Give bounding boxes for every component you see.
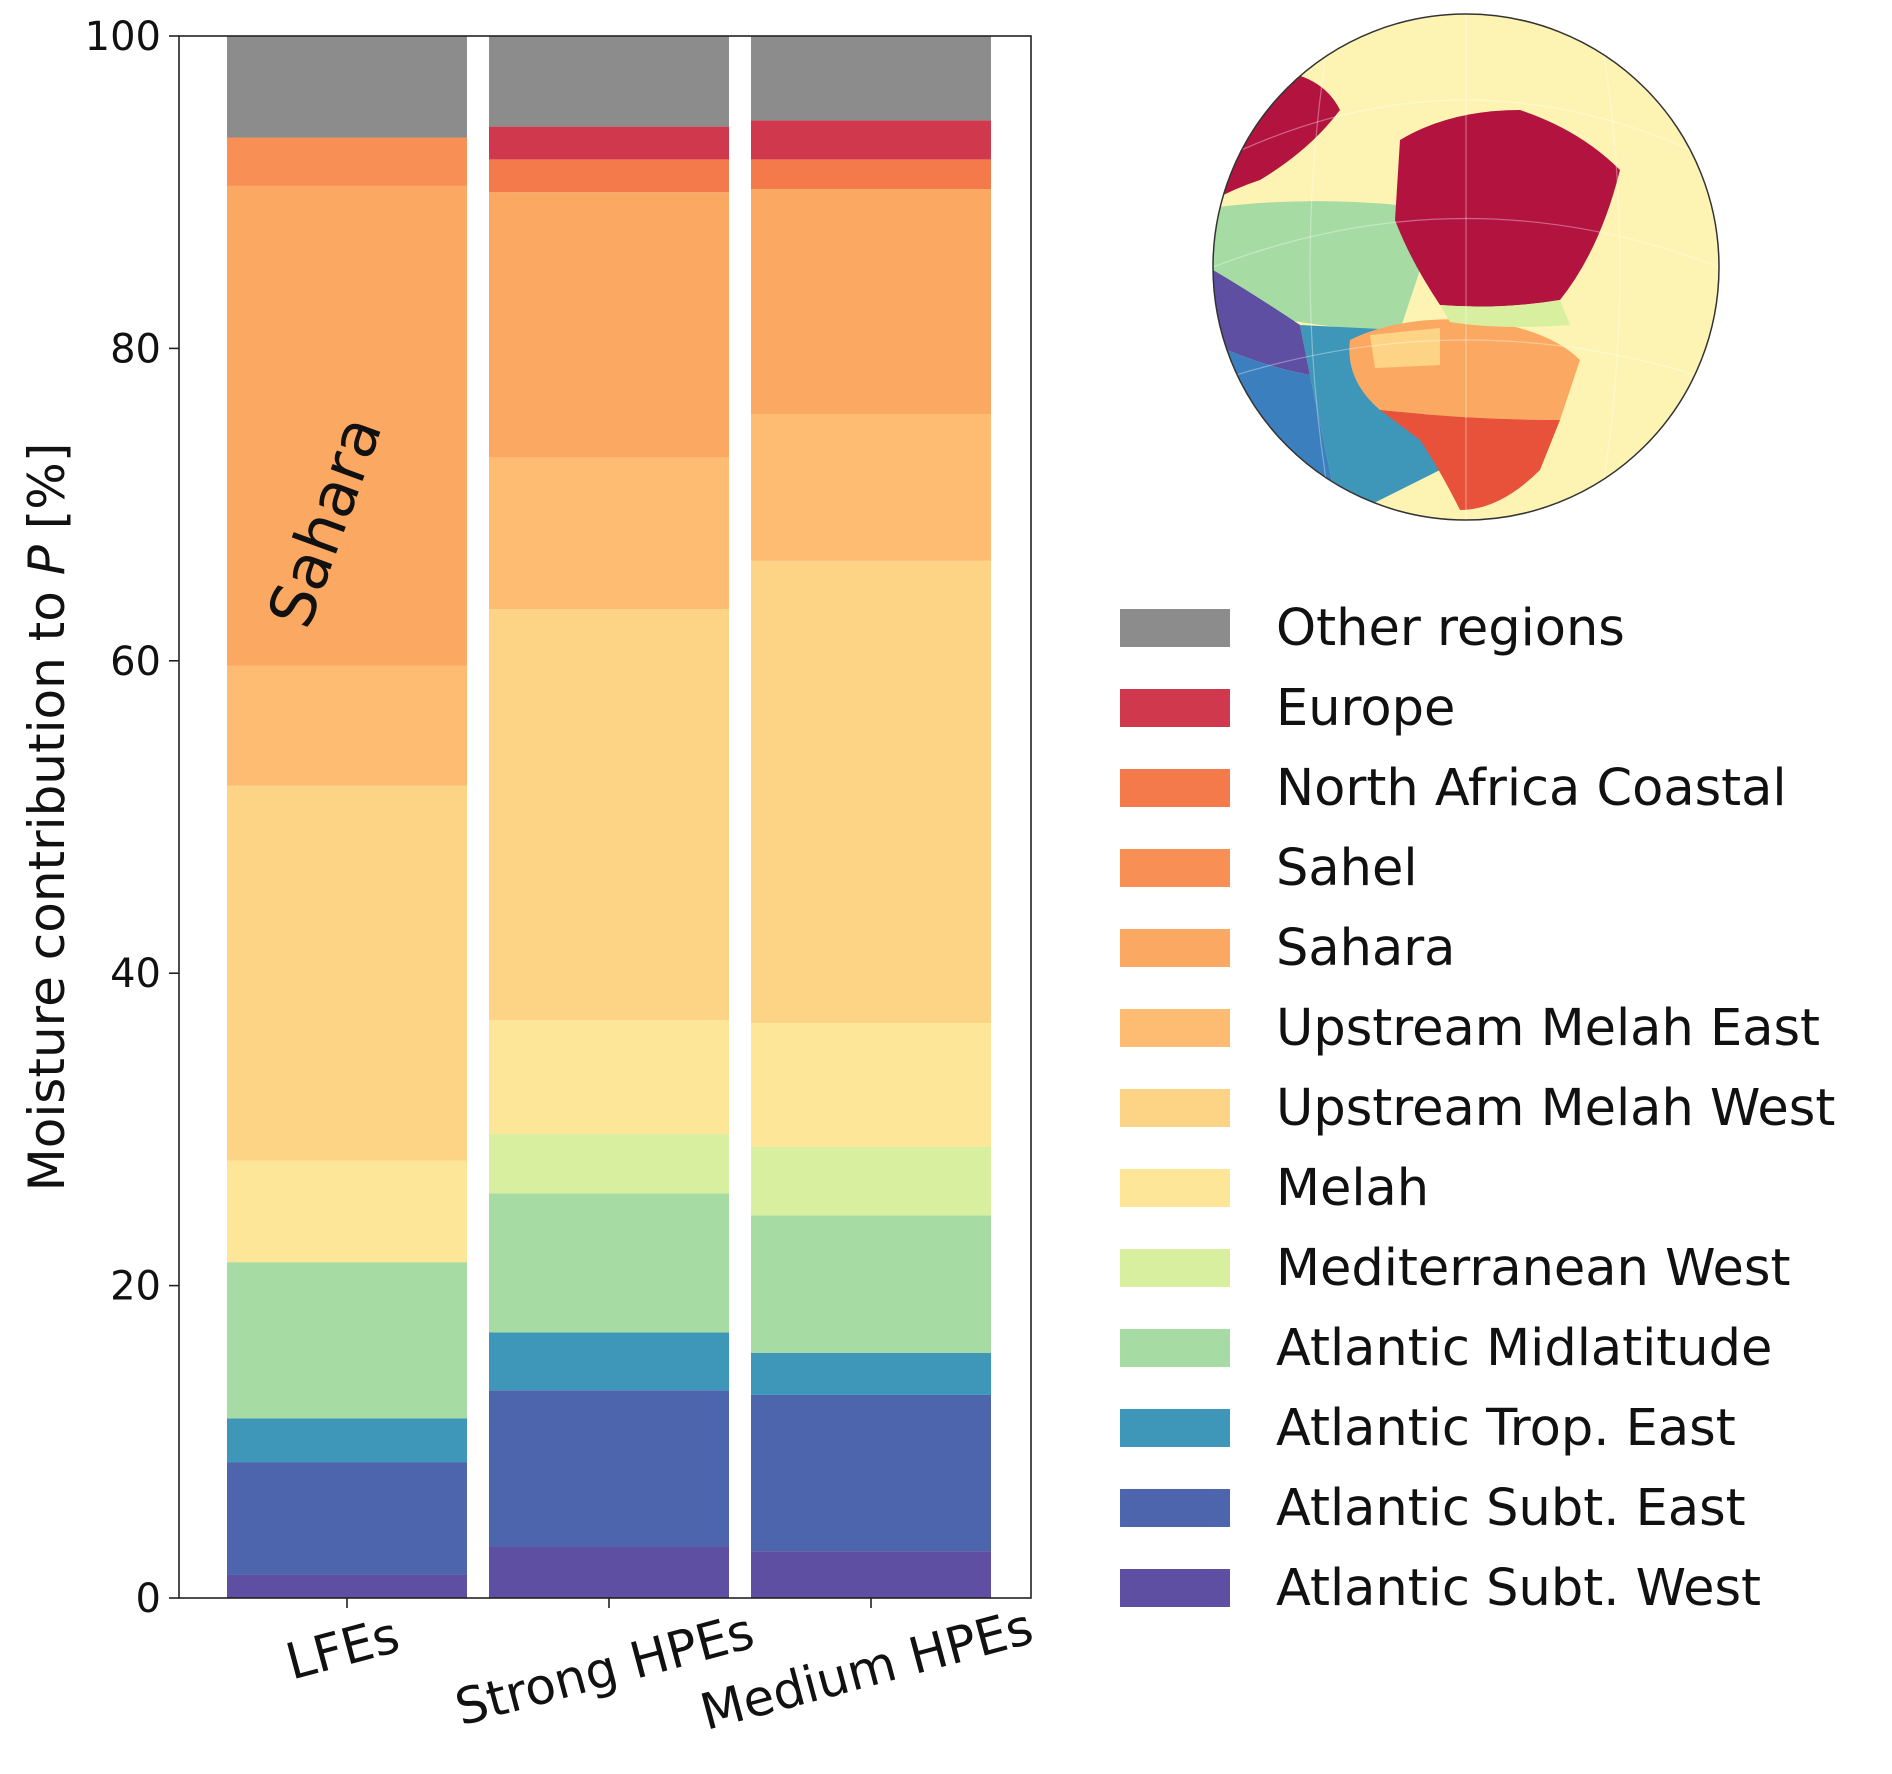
legend-item: Upstream Melah West	[1120, 1068, 1890, 1148]
europe-land	[1395, 110, 1620, 307]
bar-segment-strong-hpes-upstream-melah-east	[489, 457, 729, 610]
bar-segment-strong-hpes-atlantic-subt-west	[489, 1546, 729, 1598]
bar-segment-lfes-atlantic-subt-east	[227, 1462, 467, 1575]
bar-segment-strong-hpes-atlantic-trop-east	[489, 1332, 729, 1391]
legend-item: Atlantic Trop. East	[1120, 1388, 1890, 1468]
bar-segment-lfes-sahel	[227, 137, 467, 186]
legend-label: Upstream Melah East	[1276, 998, 1821, 1058]
bar-segment-lfes-melah	[227, 1160, 467, 1263]
legend-swatch	[1120, 1089, 1230, 1127]
bar-segment-lfes-other-regions	[227, 36, 467, 138]
legend-item: Europe	[1120, 668, 1890, 748]
legend-item: Upstream Melah East	[1120, 988, 1890, 1068]
bar-segment-strong-hpes-north-africa-coastal	[489, 159, 729, 193]
legend-item: Atlantic Subt. West	[1120, 1548, 1890, 1628]
legend-item: Sahel	[1120, 828, 1890, 908]
globe-map	[1212, 13, 1720, 521]
x-tick-label: LFEs	[280, 1606, 405, 1692]
bar-segment-strong-hpes-upstream-melah-west	[489, 609, 729, 1021]
legend-label: Atlantic Subt. West	[1276, 1558, 1762, 1618]
legend-swatch	[1120, 1249, 1230, 1287]
legend-label: Atlantic Midlatitude	[1276, 1318, 1773, 1378]
legend-item: Atlantic Midlatitude	[1120, 1308, 1890, 1388]
legend: Other regions Europe North Africa Coastal S…	[1120, 588, 1890, 1628]
legend-swatch	[1120, 689, 1230, 727]
legend-item: North Africa Coastal	[1120, 748, 1890, 828]
bar-segment-medium-hpes-atlantic-trop-east	[751, 1352, 991, 1395]
melah-region	[1370, 328, 1440, 368]
bar-segment-lfes-sahara	[227, 185, 467, 666]
legend-swatch	[1120, 929, 1230, 967]
legend-swatch	[1120, 769, 1230, 807]
legend-label: North Africa Coastal	[1276, 758, 1787, 818]
legend-label: Other regions	[1276, 598, 1625, 658]
legend-swatch	[1120, 1169, 1230, 1207]
legend-item: Atlantic Subt. East	[1120, 1468, 1890, 1548]
bar-segment-medium-hpes-sahara	[751, 189, 991, 415]
bar-segment-medium-hpes-melah	[751, 1023, 991, 1147]
legend-label: Sahara	[1276, 918, 1456, 978]
y-axis-label: Moisture contribution to P [%]	[18, 443, 76, 1192]
mediterranean-region	[1440, 300, 1570, 327]
bar-segment-medium-hpes-upstream-melah-east	[751, 414, 991, 561]
bar-segment-lfes-upstream-melah-east	[227, 665, 467, 786]
bar-segment-medium-hpes-mediterranean-west	[751, 1146, 991, 1216]
bar-segment-strong-hpes-sahara	[489, 192, 729, 458]
legend-label: Upstream Melah West	[1276, 1078, 1836, 1138]
bar-segment-lfes-atlantic-midlatitude	[227, 1262, 467, 1419]
legend-swatch	[1120, 849, 1230, 887]
plot-frame	[178, 35, 1032, 1599]
bar-segment-lfes-atlantic-subt-west	[227, 1574, 467, 1598]
legend-item: Other regions	[1120, 588, 1890, 668]
legend-label: Europe	[1276, 678, 1456, 738]
legend-label: Mediterranean West	[1276, 1238, 1791, 1298]
legend-label: Atlantic Trop. East	[1276, 1398, 1736, 1458]
y-tick-label: 40	[110, 951, 161, 997]
bar-segment-strong-hpes-melah	[489, 1020, 729, 1135]
south-america-land	[1213, 330, 1244, 510]
y-tick-label: 60	[110, 639, 161, 685]
y-tick-label: 80	[110, 326, 161, 372]
bar-segment-medium-hpes-europe	[751, 120, 991, 160]
bar-segment-strong-hpes-atlantic-midlatitude	[489, 1193, 729, 1333]
legend-swatch	[1120, 1009, 1230, 1047]
y-tick-label: 0	[136, 1576, 161, 1622]
y-tick-label: 100	[85, 14, 161, 60]
legend-label: Melah	[1276, 1158, 1430, 1218]
bars-layer	[227, 36, 991, 1598]
bar-segment-strong-hpes-europe	[489, 126, 729, 160]
legend-swatch	[1120, 1409, 1230, 1447]
legend-swatch	[1120, 609, 1230, 647]
legend-label: Sahel	[1276, 838, 1418, 898]
bar-segment-lfes-atlantic-trop-east	[227, 1418, 467, 1463]
legend-swatch	[1120, 1489, 1230, 1527]
y-tick-label: 20	[110, 1264, 161, 1310]
bar-segment-medium-hpes-north-africa-coastal	[751, 159, 991, 190]
bar-segment-strong-hpes-other-regions	[489, 36, 729, 127]
north-america-land	[1213, 70, 1340, 240]
bar-segment-medium-hpes-atlantic-subt-west	[751, 1551, 991, 1598]
bar-segment-medium-hpes-upstream-melah-west	[751, 560, 991, 1024]
legend-item: Sahara	[1120, 908, 1890, 988]
legend-label: Atlantic Subt. East	[1276, 1478, 1746, 1538]
legend-swatch	[1120, 1329, 1230, 1367]
bar-segment-medium-hpes-atlantic-subt-east	[751, 1394, 991, 1552]
bar-segment-strong-hpes-mediterranean-west	[489, 1134, 729, 1194]
atlantic-subt-west-region	[1213, 235, 1310, 375]
bar-segment-lfes-upstream-melah-west	[227, 785, 467, 1161]
bar-segment-medium-hpes-other-regions	[751, 36, 991, 121]
legend-item: Melah	[1120, 1148, 1890, 1228]
legend-swatch	[1120, 1569, 1230, 1607]
legend-item: Mediterranean West	[1120, 1228, 1890, 1308]
bar-segment-medium-hpes-atlantic-midlatitude	[751, 1215, 991, 1353]
sahel-region	[1380, 410, 1560, 510]
bar-segment-strong-hpes-atlantic-subt-east	[489, 1390, 729, 1547]
